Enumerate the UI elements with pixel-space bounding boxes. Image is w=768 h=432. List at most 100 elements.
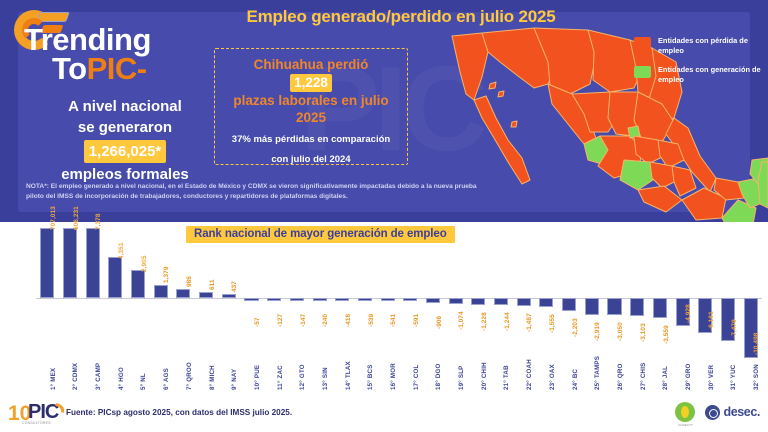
chart-bar-label: 611 bbox=[208, 279, 216, 291]
brand-pic: PIC bbox=[86, 50, 138, 86]
national-line-2: se generaron bbox=[77, 119, 173, 137]
callout-highlight-value: 1,228 bbox=[290, 73, 332, 92]
callout-sub-line-2: con julio del 2024 bbox=[271, 154, 351, 166]
chart-bar-label: 7,378 bbox=[95, 213, 103, 231]
brand-wordmark: Trending ToPIC- bbox=[24, 22, 151, 86]
pic-logo-number: 10 bbox=[8, 402, 32, 425]
brand-line-1: Trending bbox=[24, 22, 151, 57]
chart-bar-label: -240 bbox=[322, 313, 330, 327]
chart-x-label: 30° VER bbox=[707, 364, 715, 390]
legend-swatch-loss bbox=[634, 37, 651, 49]
chart-x-label: 11° ZAC bbox=[276, 365, 284, 390]
chart-bar-label: -1,228 bbox=[481, 312, 488, 332]
chart-bar-label: -591 bbox=[412, 314, 420, 328]
chart-bar-label: -1,555 bbox=[549, 314, 557, 333]
chart-bar bbox=[357, 298, 372, 302]
map-legend: Entidades con pérdida de empleo Entidade… bbox=[634, 36, 762, 94]
mexico-map-svg bbox=[451, 27, 768, 222]
chart-x-label: 1° MEX bbox=[49, 367, 57, 390]
chart-bar bbox=[425, 298, 441, 304]
chart-x-label: 13° SIN bbox=[321, 367, 329, 390]
chart-bar-label: -906 bbox=[435, 315, 443, 330]
chart-x-label: 28° JAL bbox=[662, 365, 670, 390]
state-pue bbox=[671, 165, 697, 197]
chart-bar-label: -147 bbox=[299, 313, 307, 327]
pic-logo-tagline: CONSULTORES bbox=[22, 421, 51, 425]
state-ags bbox=[627, 125, 641, 139]
legend-label-gain: Entidades con generación de empleo bbox=[658, 64, 761, 84]
chart-x-label: 10° PUE bbox=[253, 364, 261, 390]
chart-x-label: 26° QRO bbox=[616, 363, 624, 390]
partner-logos: CODECYT desec. bbox=[675, 402, 760, 427]
chart-bar bbox=[153, 284, 168, 298]
chart-bar bbox=[62, 228, 78, 298]
chart-x-label: 27° CHIS bbox=[639, 362, 647, 390]
legend-label-loss: Entidades con pérdida de empleo bbox=[658, 36, 748, 55]
chart-bar bbox=[221, 293, 236, 298]
mexico-map bbox=[438, 22, 768, 222]
chart-bar bbox=[698, 298, 713, 334]
national-highlight-value: 1,266,025* bbox=[83, 139, 167, 163]
chart-bar-label: -2,919 bbox=[594, 321, 602, 341]
chart-x-label: 21° TAB bbox=[503, 365, 511, 390]
state-gro bbox=[637, 185, 683, 213]
brand-dash: - bbox=[136, 50, 147, 86]
national-line-1: A nivel nacional bbox=[68, 98, 182, 115]
footnote-text: NOTA*: El empleo generado a nivel nacion… bbox=[26, 183, 477, 200]
chart-x-label: 3° CAMP bbox=[95, 362, 103, 390]
chart-x-label: 2° CDMX bbox=[72, 362, 80, 390]
chart-bar bbox=[289, 298, 304, 301]
chart-bar bbox=[176, 288, 191, 298]
chart-bar bbox=[743, 298, 758, 358]
state-bc bbox=[451, 32, 489, 101]
desec-label: desec. bbox=[723, 405, 760, 419]
state-qroo bbox=[757, 161, 768, 209]
chart-baseline bbox=[36, 298, 762, 299]
chart-title: Rank nacional de mayor generación de emp… bbox=[186, 226, 455, 243]
chart-bar-label: 986 bbox=[186, 275, 194, 287]
chart-bar bbox=[652, 298, 667, 319]
chart-bar bbox=[720, 298, 735, 341]
state-mich bbox=[619, 159, 657, 191]
chart-bar-label: -541 bbox=[390, 313, 398, 328]
chart-bar bbox=[244, 298, 259, 301]
state-tab bbox=[713, 177, 745, 201]
brand-to: To bbox=[52, 50, 87, 86]
chart-x-label: 15° BCS bbox=[367, 364, 375, 390]
chart-bar-label: -57 bbox=[254, 316, 262, 327]
chart-bar bbox=[199, 292, 214, 298]
chart-bar-label: -4,928 bbox=[685, 304, 693, 324]
chart-x-label: 4° HGO bbox=[117, 367, 125, 390]
legend-swatch-gain bbox=[634, 65, 651, 78]
chart-x-label: 14° TLAX bbox=[344, 361, 352, 390]
chart-bar-label: -3,050 bbox=[617, 322, 625, 342]
state-mex-cdmx bbox=[649, 161, 679, 189]
codecyt-logo-icon: CODECYT bbox=[675, 402, 696, 427]
chart-bar-label: -6,161 bbox=[707, 311, 715, 331]
chart-x-label: 31° YUC bbox=[730, 364, 738, 390]
chart-x-label: 6° AGS bbox=[163, 367, 171, 390]
chart-bar-label: -1,487 bbox=[526, 313, 534, 333]
chart-bar-label: -3,103 bbox=[639, 323, 647, 342]
island-1 bbox=[488, 81, 497, 90]
top-panel: PIC Trending ToPIC- Empleo generado/perd… bbox=[0, 0, 768, 222]
desec-mark-icon bbox=[705, 404, 721, 420]
chart-bar-label: -2,203 bbox=[571, 317, 579, 337]
pic-logo-icon: 10 PIC CONSULTORES bbox=[8, 399, 66, 425]
chart-bar-label: -418 bbox=[344, 313, 352, 327]
chart-x-label: 20° CHIH bbox=[480, 362, 488, 390]
footer: 10 PIC CONSULTORES Fuente: PICsp agosto … bbox=[0, 394, 768, 432]
desec-logo: desec. bbox=[705, 404, 760, 420]
island-3 bbox=[510, 120, 518, 128]
chart-bar-label: -1,244 bbox=[503, 312, 511, 332]
chart-bar bbox=[131, 270, 146, 298]
chart-x-label: 5° NL bbox=[140, 373, 148, 390]
chart-bar bbox=[40, 228, 55, 298]
chart-bar bbox=[108, 256, 123, 298]
chart-x-label: 18° DGO bbox=[435, 363, 443, 390]
chart-bar bbox=[494, 298, 509, 306]
chart-bar bbox=[448, 298, 463, 305]
chart-area: Rank nacional de mayor generación de emp… bbox=[0, 206, 768, 394]
chart-bar-label: -10,498 bbox=[753, 332, 761, 355]
